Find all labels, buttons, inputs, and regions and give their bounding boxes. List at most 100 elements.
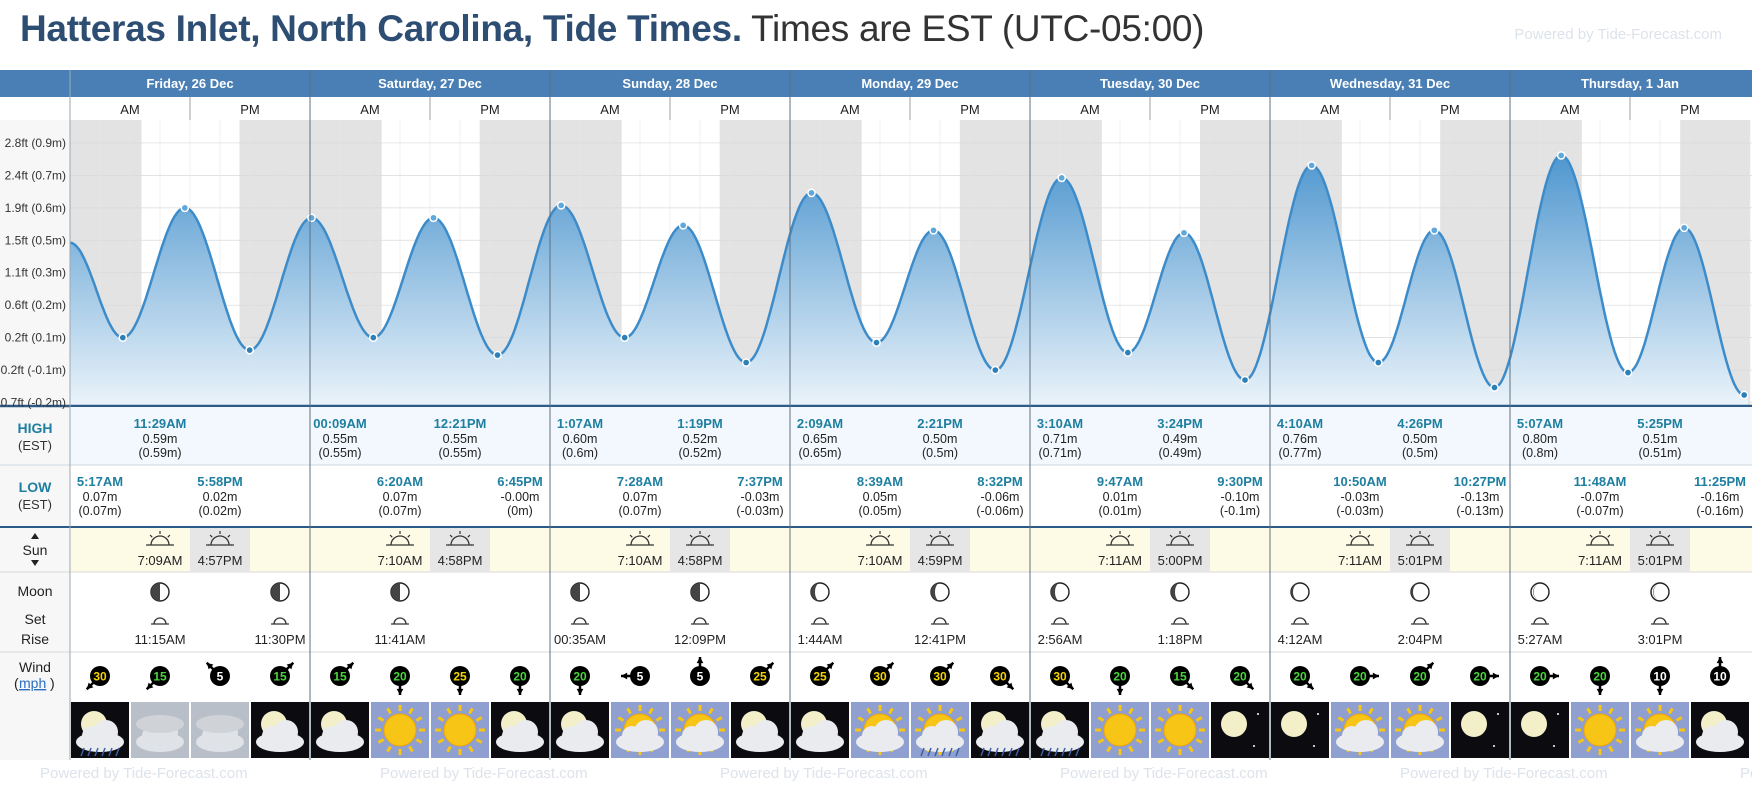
high-tide-time: 2:09AM bbox=[797, 416, 843, 431]
wind-indicator bbox=[870, 661, 895, 686]
page-title: Hatteras Inlet, North Carolina, Tide Tim… bbox=[20, 8, 1204, 50]
low-tide-height: 0.02m bbox=[203, 490, 238, 504]
wind-indicator bbox=[1230, 666, 1255, 691]
high-tide-time: 1:19PM bbox=[677, 416, 723, 431]
footer-watermark: Powered by Tide-Forecast.com bbox=[1400, 765, 1608, 782]
sunset-cell-bg bbox=[670, 528, 730, 572]
powered-by: Powered by Tide-Forecast.com bbox=[1514, 26, 1722, 43]
low-tide-time: 6:20AM bbox=[377, 474, 423, 489]
wind-arrow-icon bbox=[1552, 672, 1559, 680]
sunset-icon bbox=[446, 531, 474, 546]
wind-speed: 30 bbox=[993, 670, 1007, 684]
day-header-label: Monday, 29 Dec bbox=[861, 76, 958, 91]
high-tide-height-alt: (0.5m) bbox=[922, 446, 958, 460]
high-tide-height-alt: (0.5m) bbox=[1402, 446, 1438, 460]
wind-indicator bbox=[270, 661, 295, 686]
low-tide-height-alt: (0.07m) bbox=[78, 504, 121, 518]
sunset-icon bbox=[1406, 531, 1434, 546]
wind-arrow-icon bbox=[1372, 672, 1379, 680]
high-tide-height: 0.55m bbox=[443, 432, 478, 446]
sunset-time: 4:57PM bbox=[198, 553, 243, 568]
high-tide-point bbox=[429, 213, 438, 223]
low-tide-point bbox=[1739, 390, 1749, 400]
sunrise-icon bbox=[146, 531, 174, 546]
wind-indicator bbox=[1590, 666, 1610, 695]
moonrise-icon bbox=[1651, 617, 1669, 625]
sun-cloud-weather-icon bbox=[1391, 702, 1449, 758]
high-tide-height: 0.71m bbox=[1043, 432, 1078, 446]
wind-speed: 25 bbox=[813, 670, 827, 684]
high-tide-point bbox=[807, 188, 816, 198]
wind-arrow-icon bbox=[456, 688, 464, 695]
wind-speed: 20 bbox=[1113, 670, 1127, 684]
wind-arrow-icon bbox=[1596, 688, 1604, 695]
moon-time: 12:41PM bbox=[914, 632, 966, 647]
wind-indicator bbox=[1410, 661, 1435, 686]
wind-arrow-icon bbox=[516, 688, 524, 695]
y-tick-label: 1.1ft (0.3m) bbox=[5, 266, 66, 280]
sun-weather-icon bbox=[1151, 702, 1209, 758]
low-tide-height-alt: (0m) bbox=[507, 504, 533, 518]
sunset-time: 5:01PM bbox=[1398, 553, 1443, 568]
moon-phase-icon bbox=[270, 582, 290, 602]
cloudy-weather-icon bbox=[131, 702, 189, 758]
wind-arrow-icon bbox=[286, 662, 294, 670]
wind-arrow-icon bbox=[1116, 688, 1124, 695]
low-tide-height: 0.07m bbox=[623, 490, 658, 504]
moonrise-icon bbox=[1531, 617, 1549, 625]
wind-arrow-icon bbox=[206, 662, 214, 670]
wind-speed: 20 bbox=[1353, 670, 1367, 684]
sun-weather-icon bbox=[1571, 702, 1629, 758]
wind-indicator bbox=[930, 661, 955, 686]
am-label: AM bbox=[1080, 102, 1100, 117]
sun-cloud-weather-icon bbox=[851, 702, 909, 758]
moon-phase-icon bbox=[1170, 582, 1190, 602]
moonrise-icon bbox=[1291, 617, 1309, 625]
wind-arrow-icon bbox=[1006, 682, 1014, 690]
cloudy-weather-icon bbox=[191, 702, 249, 758]
wind-speed: 20 bbox=[513, 670, 527, 684]
night-cloud-weather-icon bbox=[251, 702, 309, 758]
wind-speed: 20 bbox=[1593, 670, 1607, 684]
wind-indicator bbox=[510, 666, 530, 695]
wind-arrow-icon bbox=[1492, 672, 1499, 680]
day-header-band bbox=[0, 70, 1752, 97]
wind-arrow-icon bbox=[621, 672, 628, 680]
sunset-cell-bg bbox=[1150, 528, 1210, 572]
high-tide-height-alt: (0.55m) bbox=[318, 446, 361, 460]
moon-phase-icon bbox=[1410, 582, 1430, 602]
wind-speed: 5 bbox=[637, 670, 644, 684]
high-tide-point bbox=[307, 213, 316, 223]
high-tide-height: 0.59m bbox=[143, 432, 178, 446]
high-tide-height: 0.55m bbox=[323, 432, 358, 446]
low-tide-height: -0.16m bbox=[1701, 490, 1740, 504]
sunset-cell-bg bbox=[430, 528, 490, 572]
low-tide-time: 8:32PM bbox=[977, 474, 1023, 489]
wind-indicator bbox=[1650, 666, 1670, 695]
wind-arrow-icon bbox=[1306, 682, 1314, 690]
pm-label: PM bbox=[1440, 102, 1460, 117]
timezone-note: Times are EST (UTC-05:00) bbox=[751, 8, 1205, 49]
high-tide-time: 3:10AM bbox=[1037, 416, 1083, 431]
low-tide-height-alt: (0.01m) bbox=[1098, 504, 1141, 518]
wind-speed: 5 bbox=[697, 670, 704, 684]
day-header-label: Thursday, 1 Jan bbox=[1581, 76, 1679, 91]
moon-time: 11:41AM bbox=[374, 632, 425, 647]
high-tide-height: 0.50m bbox=[923, 432, 958, 446]
low-tide-height: 0.01m bbox=[1103, 490, 1138, 504]
sun-cloud-weather-icon bbox=[611, 702, 669, 758]
moon-rise-label: Rise bbox=[21, 631, 49, 647]
sun-row-label: Sun bbox=[23, 542, 48, 558]
low-tide-time: 9:47AM bbox=[1097, 474, 1143, 489]
wind-arrow-icon bbox=[696, 657, 704, 664]
wind-arrow-icon bbox=[576, 688, 584, 695]
low-tide-point bbox=[1373, 358, 1383, 367]
am-label: AM bbox=[1560, 102, 1580, 117]
wind-indicator bbox=[145, 666, 170, 691]
night-rain-weather-icon bbox=[1031, 702, 1089, 758]
low-tide-height-alt: (-0.03m) bbox=[1336, 504, 1383, 518]
wind-arrow-icon bbox=[766, 662, 774, 670]
sun-cloud-weather-icon bbox=[1631, 702, 1689, 758]
sunrise-time: 7:10AM bbox=[378, 553, 423, 568]
